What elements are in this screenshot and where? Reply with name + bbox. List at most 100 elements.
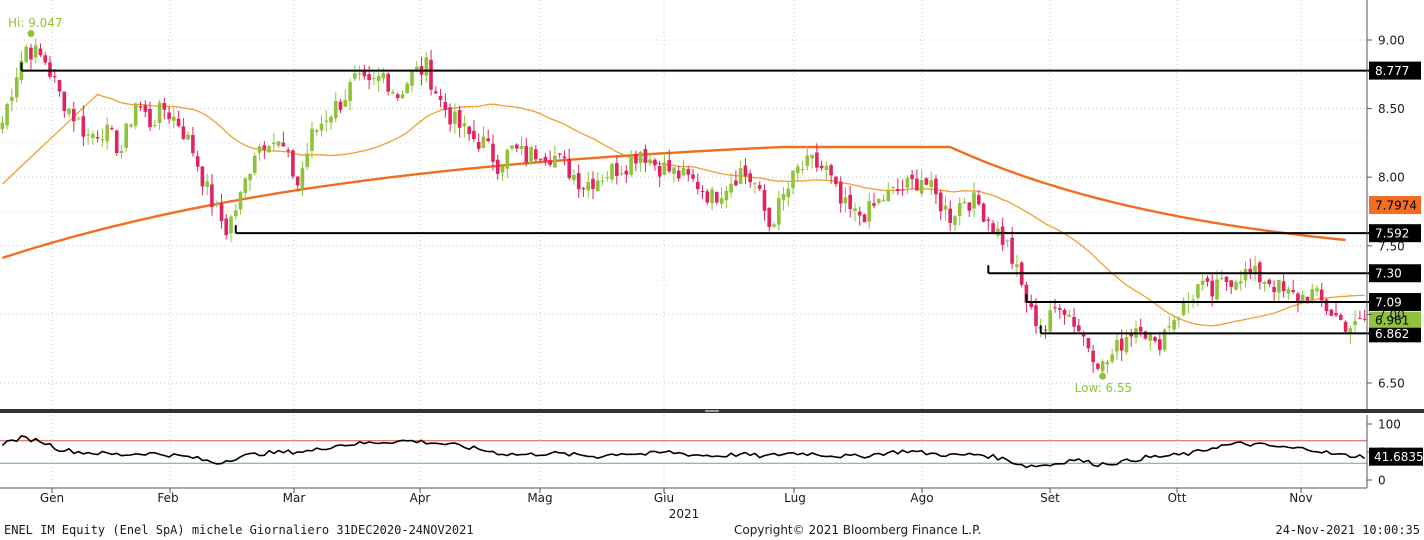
candle-body	[72, 109, 76, 122]
candle-body	[753, 183, 757, 185]
y-tick-label: 7.00	[1378, 308, 1405, 322]
candle-body	[967, 202, 972, 211]
candle-body	[415, 66, 419, 72]
candle-body	[629, 156, 633, 175]
candle-body	[129, 124, 133, 127]
low-annotation: Low: 6.55	[1075, 381, 1133, 395]
candle-body	[1191, 299, 1195, 301]
x-tick-label: Ago	[910, 491, 933, 505]
candle-body	[881, 200, 886, 202]
level-label: 8.777	[1375, 64, 1409, 78]
candle-body	[877, 199, 881, 203]
candle-body	[1110, 354, 1114, 362]
candle-body	[643, 149, 648, 163]
candle-body	[43, 55, 47, 63]
candle-body	[800, 169, 805, 170]
candle-body	[724, 190, 729, 201]
x-year-label: 2021	[669, 507, 700, 521]
candle-body	[1010, 237, 1014, 264]
candle-body	[429, 59, 433, 90]
candle-body	[1062, 309, 1067, 315]
candle-body	[1196, 284, 1200, 298]
rsi-line	[1, 435, 1366, 469]
candle-body	[334, 101, 338, 119]
candle-body	[538, 158, 543, 160]
candle-body	[267, 146, 271, 153]
candle-body	[505, 149, 510, 169]
candle-body	[343, 99, 348, 107]
candle-body	[124, 123, 128, 148]
candle-body	[348, 82, 352, 102]
candle-body	[824, 165, 829, 170]
candle-body	[438, 96, 443, 100]
level-badge	[1369, 224, 1421, 243]
candle-body	[510, 145, 514, 149]
candle-body	[391, 91, 395, 94]
x-tick-label: Gen	[40, 491, 64, 505]
candle-body	[148, 109, 152, 128]
candle-body	[191, 135, 195, 154]
price-badge-label: 6.961	[1375, 313, 1409, 327]
candle-body	[1234, 281, 1238, 290]
candle-body	[862, 214, 867, 223]
candle-body	[615, 163, 619, 176]
candle-body	[1177, 318, 1181, 320]
candle-body	[767, 207, 771, 227]
candle-body	[305, 153, 309, 167]
candle-body	[1215, 279, 1219, 300]
candle-body	[262, 145, 267, 150]
candle-body	[1096, 363, 1100, 369]
candle-body	[1181, 302, 1186, 315]
candle-body	[1162, 329, 1167, 350]
candle-body	[662, 162, 667, 175]
ma-slow-badge	[1369, 195, 1421, 214]
candle-body	[1291, 290, 1295, 292]
rsi-value-badge	[1369, 447, 1423, 466]
candle-body	[200, 166, 205, 187]
candle-body	[105, 124, 109, 142]
candle-body	[553, 155, 557, 168]
candle-body	[738, 168, 743, 184]
candle-body	[953, 216, 957, 225]
candle-body	[919, 180, 924, 194]
candle-body	[924, 178, 929, 185]
candle-body	[1267, 279, 1272, 284]
footer-timestamp: 24-Nov-2021 10:00:35	[1275, 523, 1421, 537]
candle-body	[491, 143, 495, 162]
candle-body	[210, 184, 214, 207]
candle-body	[319, 123, 324, 131]
candle-body	[1210, 280, 1214, 297]
candle-body	[719, 198, 724, 204]
candle-body	[214, 203, 219, 205]
candle-body	[486, 138, 490, 141]
candle-body	[472, 130, 476, 139]
level-badge	[1369, 61, 1421, 80]
candle-body	[1158, 339, 1162, 350]
candle-body	[57, 80, 62, 92]
candle-body	[915, 178, 919, 191]
candle-body	[295, 176, 300, 186]
candle-body	[1172, 320, 1176, 330]
candle-body	[857, 211, 862, 216]
candle-body	[576, 173, 581, 190]
x-tick-label: Apr	[410, 491, 431, 505]
ma-slow-badge-label: 7.7974	[1375, 198, 1417, 212]
candle-body	[14, 77, 19, 98]
candle-body	[734, 180, 738, 186]
candle-body	[743, 165, 748, 177]
level-label: 7.09	[1375, 296, 1402, 310]
candle-body	[834, 176, 838, 185]
candle-body	[186, 134, 190, 140]
candle-body	[634, 153, 638, 164]
candle-body	[815, 152, 819, 168]
high-annotation: Hi: 9.047	[8, 16, 63, 30]
level-badge	[1369, 264, 1421, 283]
candle-body	[957, 203, 962, 216]
candle-body	[600, 180, 605, 182]
candle-body	[372, 78, 376, 79]
x-tick-label: Mar	[283, 491, 306, 505]
candle-body	[434, 91, 438, 94]
candle-body	[762, 190, 767, 211]
candle-body	[1315, 288, 1319, 292]
candle-body	[1219, 278, 1224, 279]
